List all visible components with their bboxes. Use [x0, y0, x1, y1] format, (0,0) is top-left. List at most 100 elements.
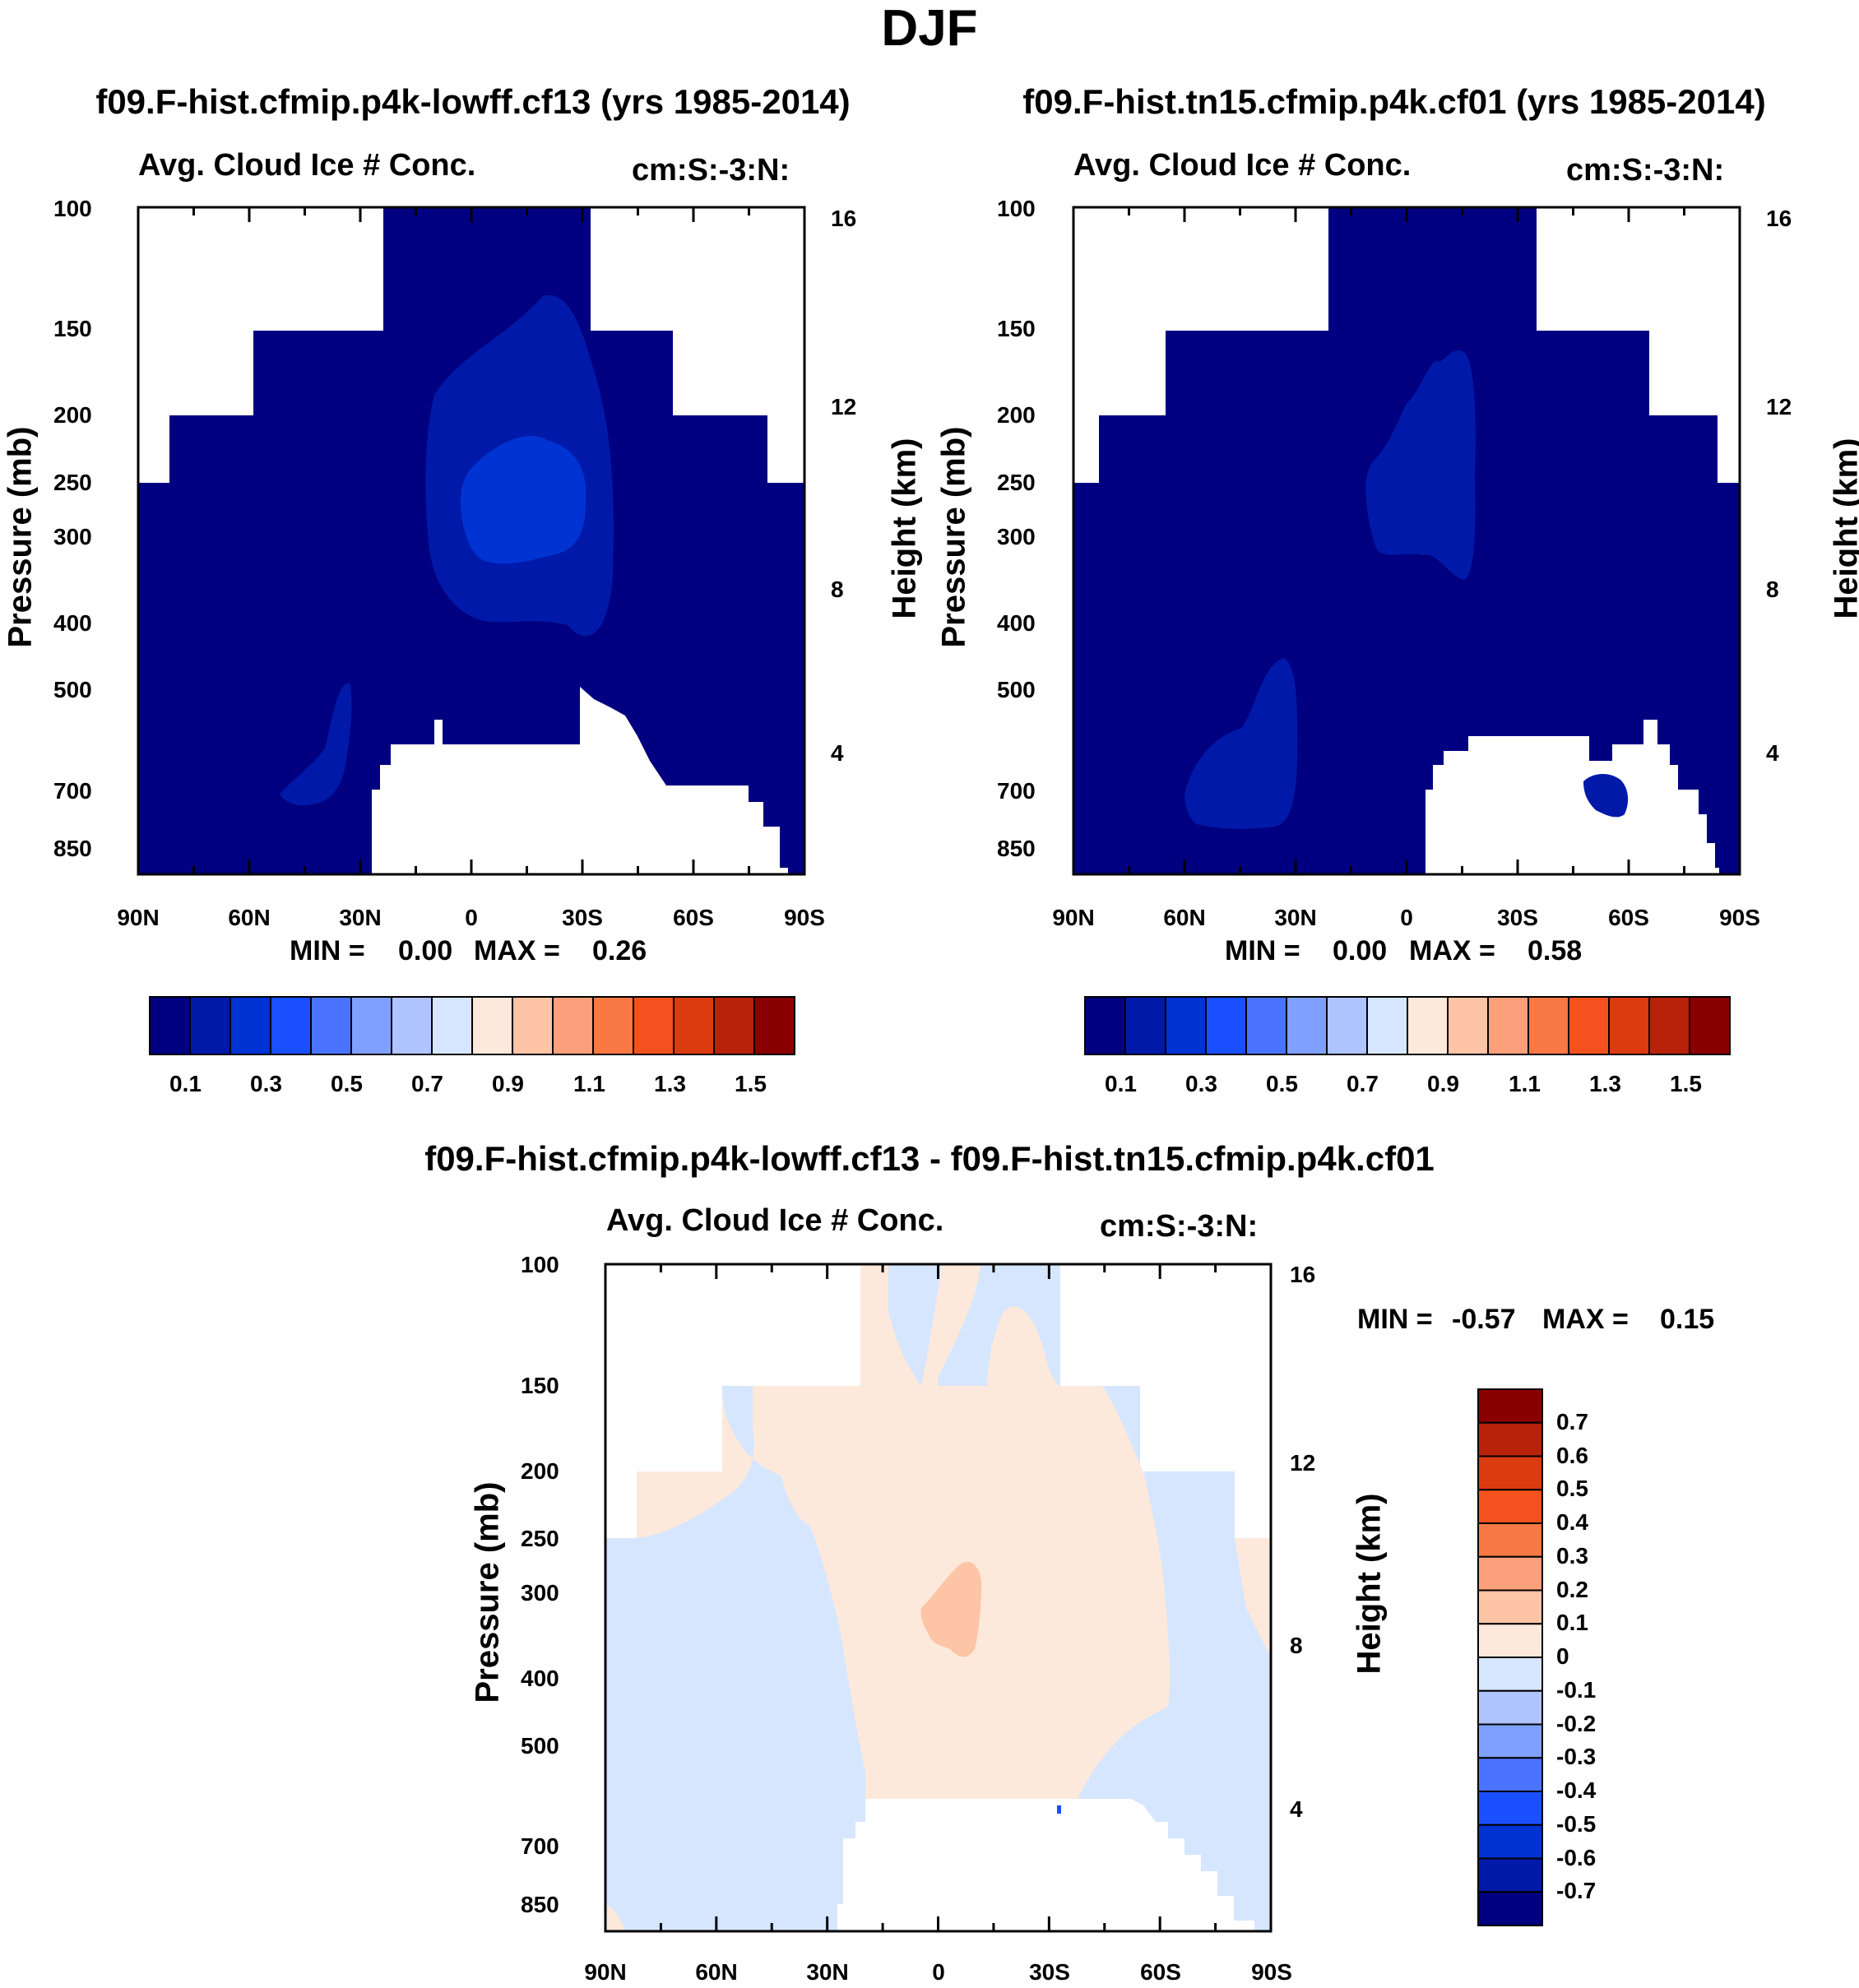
panel3-fields [605, 1264, 1271, 1931]
panel1-colorbar-swatch-2 [229, 996, 271, 1055]
panel3-colorbar-swatch-8 [1477, 1657, 1543, 1692]
panel3-cb-label-11: -0.4 [1556, 1777, 1597, 1803]
tickmarks [137, 207, 806, 874]
panel1-colorbar-swatch-5 [350, 996, 392, 1055]
panel2-colorbar-swatch-3 [1205, 996, 1247, 1055]
panel2-ytick-250: 250 [997, 470, 1036, 495]
panel1-field-0.1 [461, 435, 586, 564]
panel2-variable-title: Avg. Cloud Ice # Conc. [1073, 148, 1412, 183]
panel2-ytick-100: 100 [997, 196, 1036, 221]
panel3-colorbar-swatch-2 [1477, 1455, 1543, 1491]
panel2-ytick-850: 850 [997, 836, 1036, 861]
panel2-ytick-150: 150 [997, 316, 1036, 341]
panel2-colorbar-swatch-9 [1447, 996, 1489, 1055]
panel1-ytick-250: 250 [53, 470, 92, 495]
tickmarks [1072, 207, 1741, 874]
panel3-cb-label-7: 0 [1556, 1643, 1569, 1669]
panel2-colorbar-swatch-2 [1165, 996, 1207, 1055]
panel2-ytick-700: 700 [997, 778, 1036, 804]
panel2-y2tick-4: 4 [1766, 740, 1779, 766]
panel3-ytick-500: 500 [521, 1733, 559, 1759]
panel3-min-value: -0.57 [1452, 1304, 1516, 1335]
panel1-colorbar-swatch-8 [471, 996, 513, 1055]
panel1-ytick-150: 150 [53, 316, 92, 341]
panel2-field-low1 [1184, 658, 1298, 829]
panel2-ytick-300: 300 [997, 524, 1036, 549]
panel3-ylabel: Pressure (mb) [469, 1481, 506, 1703]
panel2-y2tick-12: 12 [1766, 394, 1792, 419]
panel3-xtick-0: 0 [932, 1959, 945, 1985]
panel1-variable-title: Avg. Cloud Ice # Conc. [138, 148, 476, 183]
panel1-colorbar-swatch-0 [149, 996, 191, 1055]
panel2-cb-label-0.7: 0.7 [1347, 1071, 1379, 1096]
panel1-y2tick-8: 8 [831, 577, 844, 602]
panel3-ytick-250: 250 [521, 1526, 559, 1551]
panel3-xtick-90N: 90N [584, 1959, 627, 1985]
panel1-xtick-30N: 30N [339, 905, 382, 930]
panel2-min-label: MIN = [1225, 935, 1300, 966]
panel2-ytick-400: 400 [997, 610, 1036, 636]
panel3-cb-label-13: -0.6 [1556, 1844, 1597, 1870]
panel2-cb-label-1.1: 1.1 [1509, 1071, 1541, 1096]
figure-title: DJF [881, 0, 978, 57]
panel2-ylabel: Pressure (mb) [935, 426, 972, 648]
panel2-xtick-60S: 60S [1608, 905, 1649, 930]
panel1-xtick-30S: 30S [562, 905, 603, 930]
panel3-colorbar [1477, 1388, 1543, 1926]
panel3-run-title: f09.F-hist.cfmip.p4k-lowff.cf13 - f09.F-… [424, 1139, 1435, 1178]
panel1-ytick-700: 700 [53, 778, 92, 804]
panel1-plot [137, 206, 806, 876]
panel2-colorbar-swatch-1 [1124, 996, 1166, 1055]
panel1-cb-label-0.3: 0.3 [250, 1071, 282, 1096]
panel1-y2tick-4: 4 [831, 740, 844, 766]
panel1-ytick-100: 100 [53, 196, 92, 221]
panel1-colorbar-swatch-7 [431, 996, 473, 1055]
panel1-units: cm:S:-3:N: [632, 153, 790, 188]
panel1-ytick-200: 200 [53, 402, 92, 428]
panel1-colorbar-swatch-9 [512, 996, 554, 1055]
panel1-y2label: Height (km) [886, 438, 923, 619]
panel3-xtick-30S: 30S [1029, 1959, 1070, 1985]
panel2-xtick-0: 0 [1400, 905, 1413, 930]
panel1-ytick-400: 400 [53, 610, 92, 636]
panel2-colorbar-swatch-6 [1326, 996, 1368, 1055]
panel1-y2tick-16: 16 [831, 206, 857, 231]
panel2-xtick-90S: 90S [1719, 905, 1760, 930]
panel3-plot [604, 1263, 1273, 1933]
panel3-y2tick-16: 16 [1290, 1262, 1316, 1287]
panel1-xtick-0: 0 [465, 905, 478, 930]
panel1-xtick-60N: 60N [228, 905, 271, 930]
panel3-ytick-850: 850 [521, 1892, 559, 1917]
panel2-colorbar-swatch-5 [1286, 996, 1328, 1055]
panel3-field-positive-0 [637, 1264, 1171, 1799]
panel3-cb-label-6: 0.1 [1556, 1610, 1588, 1636]
panel1-xtick-90S: 90S [784, 905, 825, 930]
panel1-cb-label-1.1: 1.1 [573, 1071, 605, 1096]
panel3-y2tick-4: 4 [1290, 1796, 1303, 1822]
panel3-ytick-100: 100 [521, 1252, 559, 1277]
panel3-ytick-200: 200 [521, 1458, 559, 1484]
panel1-cb-label-0.5: 0.5 [331, 1071, 363, 1096]
panel2-plot [1072, 206, 1741, 876]
panel3-colorbar-swatch-13 [1477, 1823, 1543, 1860]
panel2-cb-label-0.5: 0.5 [1266, 1071, 1298, 1096]
panel3-cb-label-4: 0.3 [1556, 1542, 1588, 1569]
panel3-min-label: MIN = [1357, 1304, 1433, 1335]
panel2-y2tick-16: 16 [1766, 206, 1792, 231]
panel3-cb-label-0: 0.7 [1556, 1408, 1588, 1434]
panel1-max-value: 0.26 [592, 935, 647, 966]
panel3-colorbar-swatch-3 [1477, 1489, 1543, 1524]
panel3-y2tick-12: 12 [1290, 1450, 1316, 1476]
panel1-ytick-500: 500 [53, 677, 92, 702]
panel3-colorbar-swatch-0 [1477, 1388, 1543, 1424]
panel1-colorbar-swatch-1 [189, 996, 231, 1055]
panel3-ytick-700: 700 [521, 1833, 559, 1859]
panel3-cb-label-1: 0.6 [1556, 1442, 1588, 1468]
panel2-colorbar-swatch-12 [1568, 996, 1610, 1055]
panel2-cb-label-0.3: 0.3 [1185, 1071, 1217, 1096]
panel3-xtick-60S: 60S [1140, 1959, 1181, 1985]
panel2-colorbar-swatch-13 [1608, 996, 1650, 1055]
panel3-cb-label-9: -0.2 [1556, 1710, 1597, 1736]
panel3-cb-label-3: 0.4 [1556, 1509, 1588, 1535]
panel1-run-title: f09.F-hist.cfmip.p4k-lowff.cf13 (yrs 198… [95, 82, 851, 121]
